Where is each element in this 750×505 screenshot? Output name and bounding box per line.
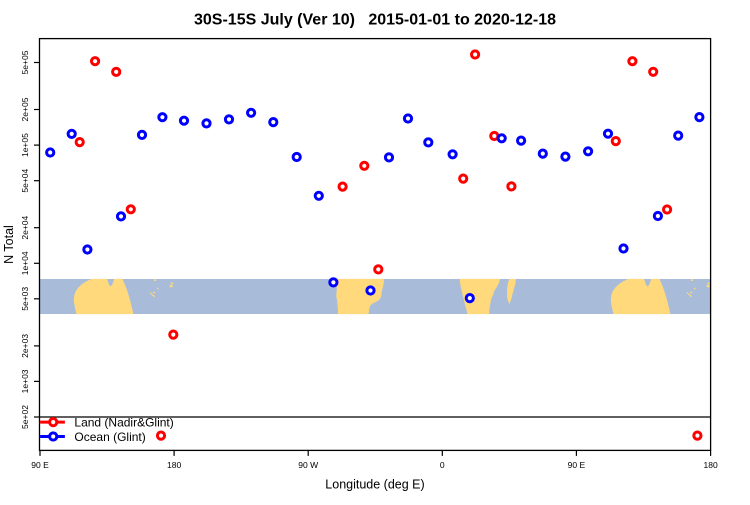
svg-text:5e+05: 5e+05 — [20, 50, 30, 74]
svg-text:5e+02: 5e+02 — [20, 405, 30, 429]
svg-text:5e+04: 5e+04 — [20, 168, 30, 192]
svg-text:2e+03: 2e+03 — [20, 334, 30, 358]
svg-text:2e+05: 2e+05 — [20, 97, 30, 121]
svg-text:90 E: 90 E — [568, 460, 586, 470]
svg-text:180: 180 — [167, 460, 181, 470]
svg-text:Longitude (deg E): Longitude (deg E) — [325, 478, 424, 492]
svg-text:Land (Nadir&Glint): Land (Nadir&Glint) — [74, 416, 173, 430]
svg-text:Ocean (Glint): Ocean (Glint) — [74, 430, 145, 444]
svg-text:2e+04: 2e+04 — [20, 215, 30, 239]
svg-text:1e+05: 1e+05 — [20, 133, 30, 157]
svg-text:N Total: N Total — [2, 225, 16, 264]
svg-text:1e+03: 1e+03 — [20, 369, 30, 393]
svg-text:1e+04: 1e+04 — [20, 251, 30, 275]
svg-text:180: 180 — [704, 460, 718, 470]
svg-text:5e+03: 5e+03 — [20, 287, 30, 311]
svg-text:90 W: 90 W — [298, 460, 318, 470]
svg-text:30S-15S July (Ver 10) 2015-0: 30S-15S July (Ver 10) 2015-01-01 to 2020… — [194, 12, 556, 29]
svg-text:0: 0 — [440, 460, 445, 470]
svg-text:90 E: 90 E — [31, 460, 49, 470]
